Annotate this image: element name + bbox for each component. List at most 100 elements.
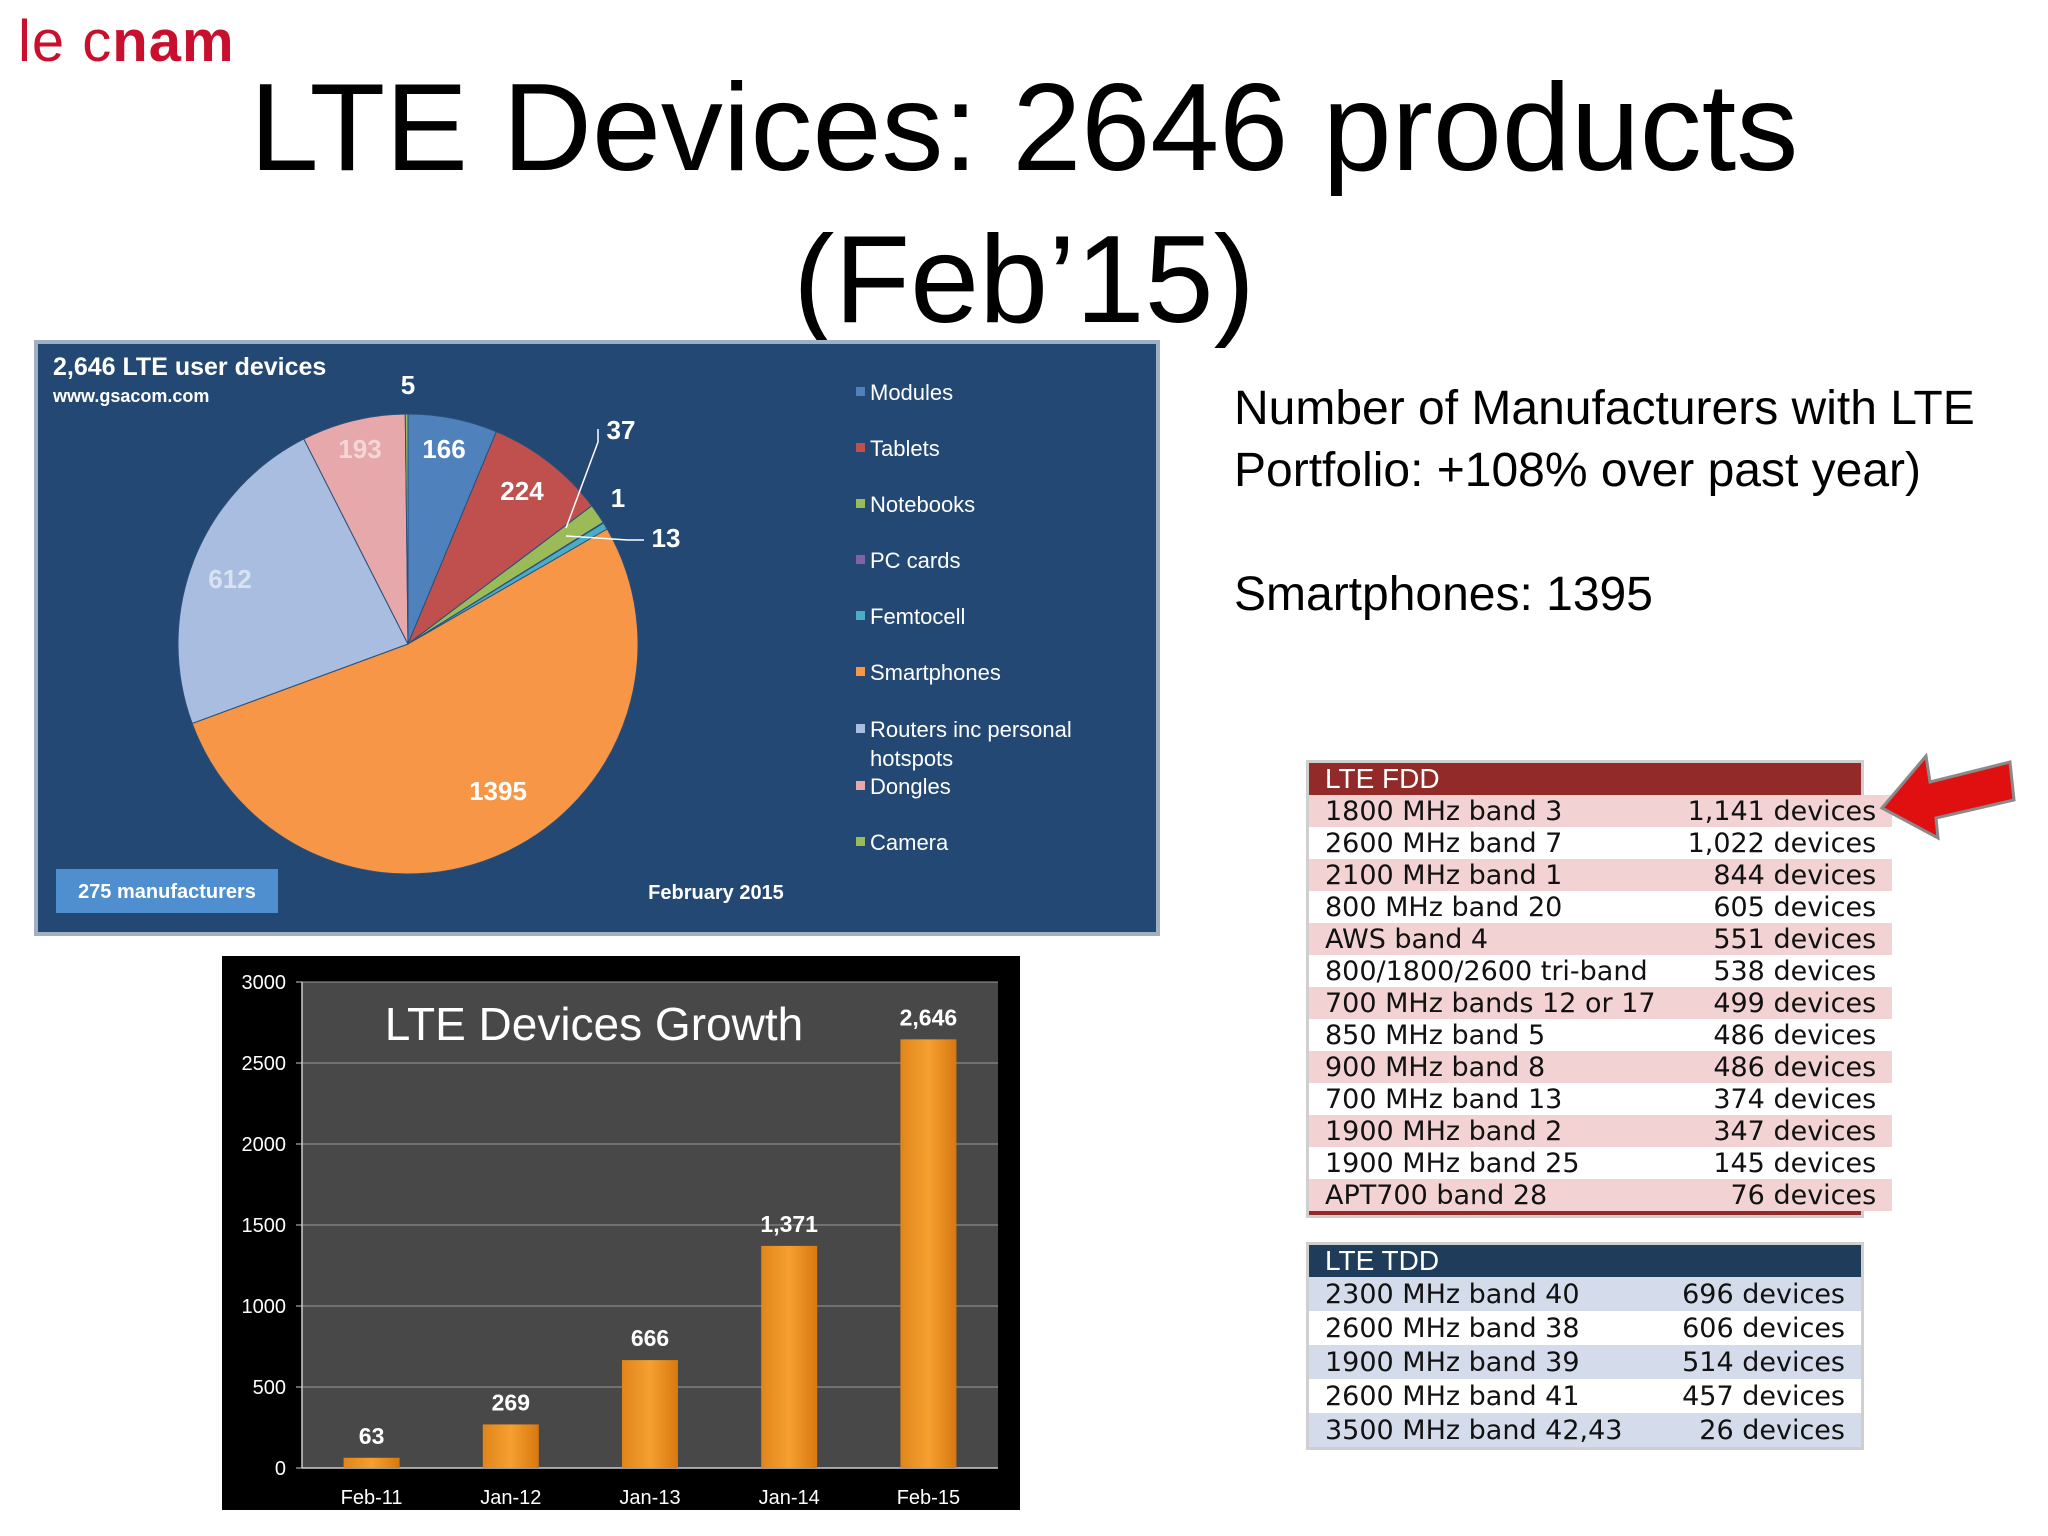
bar-value-label: 63 [359,1423,385,1449]
table-row: 1900 MHz band 2 347 devices [1309,1115,1893,1147]
legend-swatch [856,837,865,846]
pie-value-label: 5 [401,370,415,400]
legend-swatch [856,387,865,396]
band-name: 900 MHz band 8 [1325,1051,1546,1083]
bar-y-tick-label: 2000 [242,1134,287,1156]
cnam-logo: le cnam [18,8,235,75]
device-count: 1,022 devices [1687,827,1877,859]
band-name: 1900 MHz band 39 [1325,1346,1580,1378]
bar-category-label: Jan-12 [480,1487,541,1509]
fdd-table: 1800 MHz band 3 1,141 devices 2600 MHz ban… [1309,795,1893,1211]
bar-bars: 63 Feb-11 269 Jan-12 666 Jan-13 1,371 Jan-14 2,6… [341,1004,960,1509]
table-row: 1900 MHz band 39 514 devices [1309,1345,1861,1379]
legend-label: hotspots [870,746,953,771]
bar-chart-title: LTE Devices Growth [385,998,803,1050]
pie-value-label: 193 [338,434,381,464]
pie-legend: Modules Tablets Notebooks PC cards Femtocell… [856,380,1072,855]
device-count: 347 devices [1713,1115,1877,1147]
pie-leader-line [565,535,644,541]
legend-label: Femtocell [870,604,965,629]
legend-label: Dongles [870,774,951,799]
arrow-shape [1879,752,2016,841]
slide-title: LTE Devices: 2646 products (Feb’15) [0,52,2048,356]
pie-slice-camera [404,413,409,645]
bar-feb-11 [343,1457,400,1468]
pie-value-label: 37 [607,415,636,445]
device-count: 606 devices [1682,1312,1845,1344]
band-name: 1900 MHz band 25 [1325,1147,1580,1179]
legend-swatch [856,555,865,564]
legend-label: Camera [870,830,949,855]
device-count: 605 devices [1713,891,1877,923]
pie-chart: 2,646 LTE user devices www.gsacom.com 16… [52,353,1072,913]
legend-label: PC cards [870,548,960,573]
fdd-table-wrap: LTE FDD 1800 MHz band 3 1,141 devices 2600… [1306,760,1893,1218]
bar-chart-panel: 0 500 1000 1500 2000 2500 3000 63 Feb-11 269 Jan-… [222,956,1020,1510]
device-count: 486 devices [1713,1051,1877,1083]
band-name: AWS band 4 [1325,923,1489,955]
table-row: 800 MHz band 20 605 devices [1309,891,1893,923]
manufacturers-note: Number of Manufacturers with LTE Portfol… [1234,378,1975,502]
pie-date-label: February 2015 [648,882,784,904]
manufacturers-badge-label: 275 manufacturers [78,881,256,903]
tdd-table-header: LTE TDD [1309,1245,1861,1277]
pie-value-label: 612 [208,564,251,594]
table-row: 1900 MHz band 25 145 devices [1309,1147,1893,1179]
manufacturers-note-line1: Number of Manufacturers with LTE [1234,382,1975,435]
bar-y-tick-label: 1500 [242,1215,287,1237]
legend-label: Modules [870,380,953,405]
pie-slice-routers-inc-personal-hotspots [177,438,409,725]
table-row: 2600 MHz band 38 606 devices [1309,1311,1861,1345]
legend-swatch [856,724,865,733]
band-name: 800 MHz band 20 [1325,891,1563,923]
device-count: 457 devices [1682,1380,1845,1412]
bar-value-label: 666 [631,1325,669,1351]
bar-value-label: 1,371 [760,1211,818,1237]
device-count: 538 devices [1713,955,1877,987]
slide-title-line1: LTE Devices: 2646 products [249,59,1799,197]
bar-category-label: Jan-14 [759,1487,820,1509]
pie-slices [177,413,639,875]
legend-swatch [856,667,865,676]
device-count: 374 devices [1713,1083,1877,1115]
bar-category-label: Jan-13 [619,1487,680,1509]
bar-feb-15 [900,1039,957,1468]
bar-y-tick-label: 0 [275,1458,286,1480]
legend-swatch [856,443,865,452]
device-count: 499 devices [1713,987,1877,1019]
bar-category-label: Feb-11 [341,1487,403,1509]
device-count: 1,141 devices [1687,795,1877,827]
red-arrow-icon [1879,752,2016,841]
tdd-table: 2300 MHz band 40 696 devices 2600 MHz band… [1309,1277,1861,1447]
logo-text-part2: nam [112,9,235,74]
band-name: 2600 MHz band 38 [1325,1312,1580,1344]
table-row: 800/1800/2600 tri-band 538 devices [1309,955,1893,987]
bar-value-label: 269 [492,1389,530,1415]
legend-label: Tablets [870,436,940,461]
pie-title: 2,646 LTE user devices [53,353,326,381]
bar-y-tick-label: 2500 [242,1053,287,1075]
legend-label: Routers inc personal [870,717,1072,742]
table-row: 1800 MHz band 3 1,141 devices [1309,795,1893,827]
pie-slice-tablets [406,430,593,646]
device-count: 26 devices [1699,1414,1845,1446]
pie-subtitle: www.gsacom.com [52,386,209,406]
legend-label: Notebooks [870,492,975,517]
bar-category-label: Feb-15 [897,1487,960,1509]
table-row: 2600 MHz band 41 457 devices [1309,1379,1861,1413]
bar-y-tick-label: 500 [253,1377,286,1399]
legend-swatch [856,611,865,620]
logo-text-part1: le c [18,9,113,74]
pie-value-label: 224 [500,476,544,506]
legend-swatch [856,781,865,790]
table-row: AWS band 4 551 devices [1309,923,1893,955]
table-row: 2300 MHz band 40 696 devices [1309,1277,1861,1311]
bar-jan-14 [761,1245,818,1468]
bar-jan-12 [482,1424,539,1468]
band-name: 700 MHz bands 12 or 17 [1325,987,1656,1019]
fdd-table-footer-rule [1309,1211,1861,1215]
fdd-table-header: LTE FDD [1309,763,1861,795]
pie-value-label: 1395 [469,776,527,806]
pie-chart-panel: 2,646 LTE user devices www.gsacom.com 16… [34,340,1160,936]
table-row: 3500 MHz band 42,43 26 devices [1309,1413,1861,1447]
